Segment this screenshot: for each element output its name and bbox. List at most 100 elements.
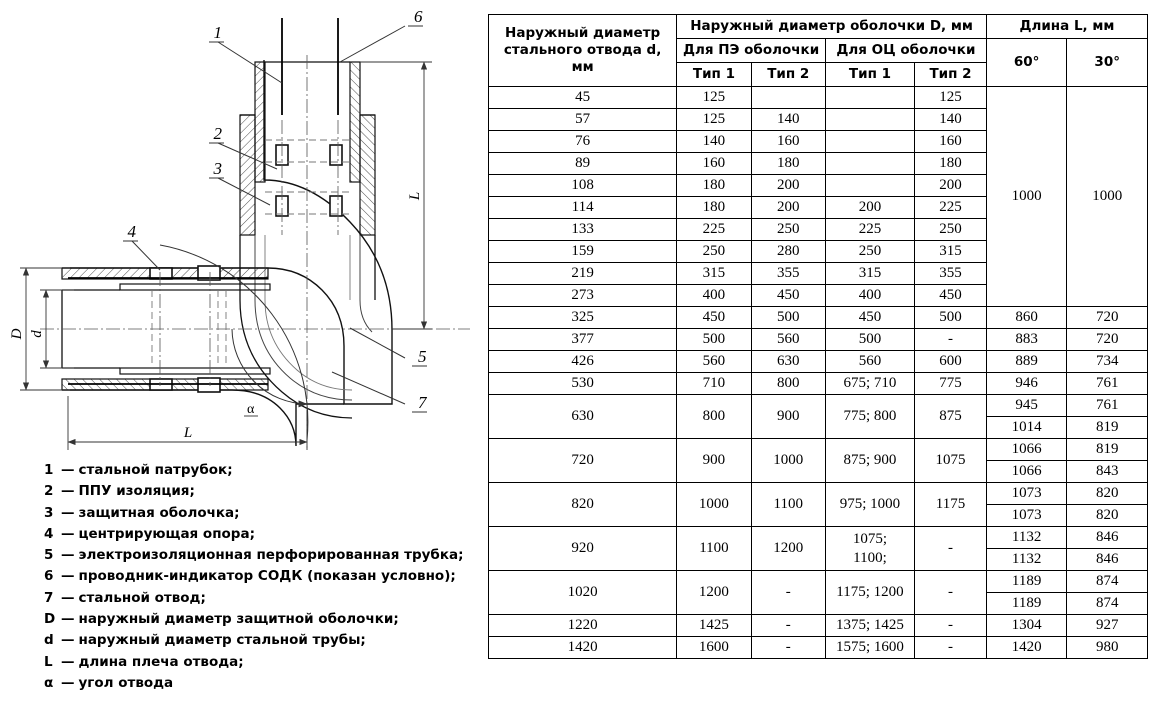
cell-pe1: 500 (676, 328, 752, 351)
cell-oc1: 1575; 1600 (824, 636, 916, 659)
legend-key: 2 (44, 483, 54, 500)
cell-l30: 720 (1066, 328, 1148, 351)
sodk-conductor-wires (68, 18, 339, 385)
header-pe-type-1: Тип 1 (676, 62, 752, 87)
legend-key: 3 (44, 504, 54, 521)
table-row: 325 450 500 450 500 860 720 (487, 306, 1148, 329)
cell-l60: 946 (985, 372, 1068, 395)
header-line-2: стального отвода d, мм (503, 42, 662, 75)
cell-oc2: 875 (914, 394, 987, 439)
cell-pe1: 900 (676, 438, 752, 483)
cell-l30: 734 (1066, 350, 1148, 373)
cell-l30: 819 (1066, 438, 1148, 461)
cell-pe1: 1000 (676, 482, 752, 527)
cell-oc1: 250 (824, 240, 916, 263)
legend-key: 4 (44, 525, 54, 542)
cell-pe1: 125 (676, 108, 752, 131)
cell-l30: 927 (1066, 614, 1148, 637)
header-oc-casing-group: Для ОЦ оболочки (824, 38, 987, 63)
elbow-bend-layers (239, 235, 376, 419)
table-header-row-3: Тип 1 Тип 2 Тип 1 Тип 2 (489, 62, 1148, 87)
cell-pe2: - (750, 614, 826, 637)
cell-oc2: - (914, 526, 987, 571)
cell-pe1: 125 (676, 86, 752, 109)
cell-pe2: 160 (750, 130, 826, 153)
legend-item: L — длина плеча отвода; (44, 652, 484, 673)
legend-dash: — (61, 589, 75, 606)
header-length-group: Длина L, мм (985, 14, 1149, 39)
cell-oc2: 180 (914, 152, 987, 175)
legend-text: центрирующая опора; (78, 525, 255, 542)
vertical-pipe-casing-walls (239, 61, 376, 236)
dimension-label-L-vertical: L (407, 192, 423, 201)
cell-oc2: 355 (914, 262, 987, 285)
legend-dash: — (61, 611, 75, 628)
cell-oc1: 560 (824, 350, 916, 373)
cell-oc1 (824, 152, 916, 175)
cell-pe2: 560 (750, 328, 826, 351)
cell-d: 530 (487, 372, 678, 395)
legend-dash: — (61, 674, 75, 691)
table-row: 630 800 900 775; 800 875 945 761 (487, 394, 1148, 439)
table-row: 426 560 630 560 600 889 734 (487, 350, 1148, 373)
legend-text: защитная оболочка; (78, 504, 240, 521)
cell-d: 76 (487, 130, 678, 153)
cell-pe2: 800 (750, 372, 826, 395)
cell-l30: 846 (1066, 526, 1148, 549)
cell-d: 820 (487, 482, 678, 527)
header-oc-type-2: Тип 2 (914, 62, 987, 87)
cell-l60: 1420 (985, 636, 1068, 659)
cell-oc1: 200 (824, 196, 916, 219)
cell-l30: 820 (1066, 504, 1148, 527)
cell-oc1: 775; 800 (824, 394, 916, 439)
table-header: Наружный диаметр стального отвода d, мм … (487, 14, 1149, 87)
cell-oc2: 200 (914, 174, 987, 197)
cell-oc2: 315 (914, 240, 987, 263)
dimension-label-alpha-group: α (244, 402, 258, 417)
cell-l60: 1000 (985, 86, 1068, 307)
table-row: 720 900 1000 875; 900 1075 1066 819 (487, 438, 1148, 483)
dimension-label-d: d (29, 330, 45, 338)
callout-labels: 1 2 3 4 5 6 7 (123, 7, 428, 413)
cell-d: 114 (487, 196, 678, 219)
cell-l30: 874 (1066, 570, 1148, 593)
cell-oc1: 500 (824, 328, 916, 351)
table-row: 76 140 160 160 (487, 130, 1148, 153)
table-row: 1066 843 (489, 460, 1148, 483)
header-casing-diameter-group: Наружный диаметр оболочки D, мм (676, 14, 987, 39)
cell-oc1: 315 (824, 262, 916, 285)
cell-pe2: 200 (750, 196, 826, 219)
cell-l60: 1132 (985, 548, 1068, 571)
legend-text: ППУ изоляция; (78, 483, 195, 500)
header-angle-30: 30° (1066, 38, 1148, 87)
cell-d: 219 (487, 262, 678, 285)
legend-item: 1 — стальной патрубок; (44, 460, 484, 481)
cell-pe2: 140 (750, 108, 826, 131)
cell-oc2: 250 (914, 218, 987, 241)
cell-oc2: 140 (914, 108, 987, 131)
legend-item: 2 — ППУ изоляция; (44, 481, 484, 502)
cell-pe1: 1200 (676, 570, 752, 615)
legend-key: 6 (44, 568, 54, 585)
table-body: 45 125 125 1000 1000 57 125 140 140 76 140 160 160 89… (487, 86, 1148, 659)
cell-oc1: 400 (824, 284, 916, 307)
table-row: 45 125 125 1000 1000 (487, 86, 1148, 307)
cell-oc1: 225 (824, 218, 916, 241)
table-header-row-1: Наружный диаметр стального отвода d, мм … (487, 14, 1149, 87)
cell-pe1: 1600 (676, 636, 752, 659)
legend-key: D (44, 611, 56, 628)
dimension-L-horizontal (67, 396, 308, 450)
header-steel-elbow-diameter: Наружный диаметр стального отвода d, мм (487, 14, 678, 87)
cell-l30: 761 (1066, 372, 1148, 395)
cell-oc1 (824, 174, 916, 197)
cell-oc2: 125 (914, 86, 987, 109)
cell-pe2: 355 (750, 262, 826, 285)
table-row: 920 1100 1200 1075; 1100; -1132 846 (487, 526, 1148, 571)
table-row: 133 225 250 225 250 (487, 218, 1148, 241)
dimension-L-vertical (360, 61, 432, 330)
cell-d: 57 (487, 108, 678, 131)
dimension-label-D: D (9, 328, 25, 340)
legend-item: d — наружный диаметр стальной трубы; (44, 630, 484, 651)
cell-l30: 820 (1066, 482, 1148, 505)
cell-d: 108 (487, 174, 678, 197)
